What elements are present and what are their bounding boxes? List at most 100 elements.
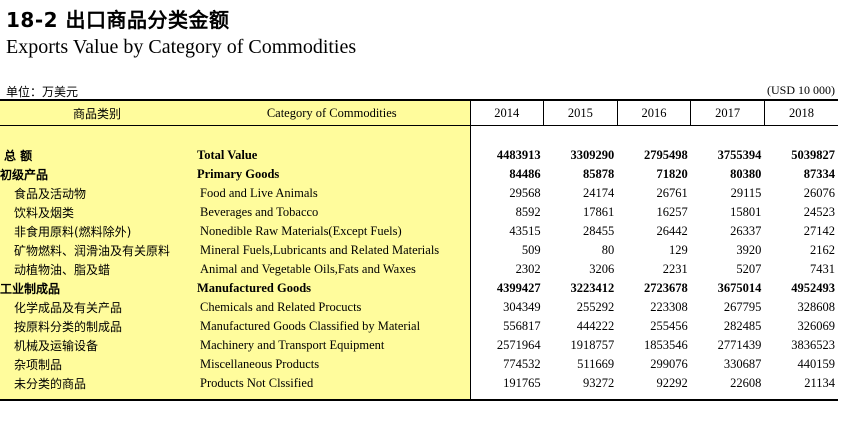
- value-cell: 22608: [730, 376, 762, 390]
- row-label-english: Food and Live Animals: [194, 184, 471, 203]
- table-row: 动植物油、脂及蜡 Animal and Vegetable Oils,Fats …: [0, 260, 838, 279]
- value-cell: 282485: [723, 319, 762, 333]
- row-label-english: Chemicals and Related Procucts: [194, 298, 471, 317]
- value-cell: 3223412: [570, 281, 615, 295]
- row-label-chinese: 杂项制品: [0, 355, 194, 374]
- value-cell: 2162: [810, 243, 835, 257]
- spacer-row: [0, 125, 838, 146]
- value-cell: 71820: [656, 167, 688, 181]
- value-cell: 24523: [803, 205, 835, 219]
- row-label-english: Nonedible Raw Materials(Except Fuels): [194, 222, 471, 241]
- value-cell: 26337: [730, 224, 762, 238]
- table-bottom-rule: [0, 393, 838, 401]
- table-row: 机械及运输设备 Machinery and Transport Equipmen…: [0, 336, 838, 355]
- row-label-english: Products Not Clssified: [194, 374, 471, 393]
- row-label-chinese: 矿物燃料、润滑油及有关原料: [0, 241, 194, 260]
- value-cell: 2302: [515, 262, 541, 276]
- row-label-chinese: 未分类的商品: [0, 374, 194, 393]
- value-cell: 1853546: [644, 338, 688, 352]
- value-cell: 93272: [582, 376, 615, 390]
- value-cell: 444222: [576, 319, 615, 333]
- value-cell: 5207: [736, 262, 762, 276]
- table-title-english: Exports Value by Category of Commodities: [6, 36, 357, 58]
- value-cell: 87334: [803, 167, 835, 181]
- value-cell: 3755394: [717, 148, 762, 162]
- value-cell: 328608: [797, 300, 836, 314]
- value-cell: 29115: [730, 186, 762, 200]
- value-cell: 304349: [503, 300, 541, 314]
- table-row: 矿物燃料、润滑油及有关原料 Mineral Fuels,Lubricants a…: [0, 241, 838, 260]
- value-cell: 26442: [656, 224, 688, 238]
- value-cell: 1918757: [570, 338, 615, 352]
- value-cell: 4483913: [496, 148, 541, 162]
- value-cell: 7431: [810, 262, 835, 276]
- table-title-chinese: 18-2 出口商品分类金额: [6, 8, 230, 32]
- value-cell: 80380: [730, 167, 762, 181]
- row-label-chinese: 食品及活动物: [0, 184, 194, 203]
- row-label-chinese: 总 额: [0, 146, 194, 165]
- value-cell: 326069: [797, 319, 836, 333]
- value-cell: 774532: [503, 357, 541, 371]
- value-cell: 330687: [723, 357, 762, 371]
- table-row: 非食用原料(燃料除外) Nonedible Raw Materials(Exce…: [0, 222, 838, 241]
- value-cell: 3309290: [570, 148, 615, 162]
- value-cell: 85878: [582, 167, 615, 181]
- table-row-manufactured-goods: 工业制成品 Manufactured Goods 4399427 3223412…: [0, 279, 838, 298]
- value-cell: 5039827: [791, 148, 835, 162]
- row-label-english: Total Value: [194, 146, 471, 165]
- value-cell: 267795: [723, 300, 762, 314]
- table-row-primary-goods: 初级产品 Primary Goods 84486 85878 71820 803…: [0, 165, 838, 184]
- table-row-total: 总 额 Total Value 4483913 3309290 2795498 …: [0, 146, 838, 165]
- value-cell: 21134: [804, 376, 835, 390]
- table-row: 饮料及烟类 Beverages and Tobacco 8592 17861 1…: [0, 203, 838, 222]
- value-cell: 2231: [662, 262, 688, 276]
- value-cell: 511669: [577, 357, 615, 371]
- value-cell: 2571964: [496, 338, 541, 352]
- row-label-english: Miscellaneous Products: [194, 355, 471, 374]
- row-label-english: Animal and Vegetable Oils,Fats and Waxes: [194, 260, 471, 279]
- unit-label-chinese: 单位：万美元: [6, 85, 79, 99]
- column-header-year: 2015: [543, 99, 618, 126]
- column-header-year: 2014: [469, 99, 544, 126]
- value-cell: 84486: [509, 167, 541, 181]
- row-label-english: Manufactured Goods Classified by Materia…: [194, 317, 471, 336]
- value-cell: 4399427: [496, 281, 541, 295]
- value-cell: 2795498: [644, 148, 688, 162]
- value-cell: 2771439: [717, 338, 762, 352]
- value-cell: 556817: [503, 319, 541, 333]
- value-cell: 191765: [503, 376, 541, 390]
- header-row: 商品类别 Category of Commodities 2014 2015 2…: [0, 99, 838, 126]
- value-cell: 4952493: [791, 281, 835, 295]
- column-header-category-chinese: 商品类别: [0, 99, 194, 126]
- value-cell: 223308: [650, 300, 688, 314]
- value-cell: 27142: [803, 224, 835, 238]
- value-cell: 255456: [650, 319, 688, 333]
- unit-label-english: (USD 10 000): [767, 83, 835, 97]
- row-label-english: Primary Goods: [194, 165, 471, 184]
- row-label-chinese: 工业制成品: [0, 279, 194, 298]
- table-row: 化学成品及有关产品 Chemicals and Related Procucts…: [0, 298, 838, 317]
- row-label-english: Beverages and Tobacco: [194, 203, 471, 222]
- row-label-english: Mineral Fuels,Lubricants and Related Mat…: [194, 241, 471, 260]
- value-cell: 3675014: [717, 281, 762, 295]
- value-cell: 2723678: [644, 281, 688, 295]
- value-cell: 26761: [656, 186, 688, 200]
- value-cell: 17861: [582, 205, 615, 219]
- value-cell: 92292: [656, 376, 688, 390]
- row-label-chinese: 动植物油、脂及蜡: [0, 260, 194, 279]
- value-cell: 440159: [797, 357, 836, 371]
- value-cell: 3206: [589, 262, 615, 276]
- column-header-year: 2017: [690, 99, 765, 126]
- value-cell: 29568: [509, 186, 541, 200]
- table-row: 按原料分类的制成品 Manufactured Goods Classified …: [0, 317, 838, 336]
- row-label-english: Manufactured Goods: [194, 279, 471, 298]
- value-cell: 3836523: [791, 338, 835, 352]
- value-cell: 509: [521, 243, 541, 257]
- table-row: 食品及活动物 Food and Live Animals 29568 24174…: [0, 184, 838, 203]
- value-cell: 43515: [509, 224, 541, 238]
- value-cell: 16257: [656, 205, 688, 219]
- value-cell: 24174: [582, 186, 615, 200]
- row-label-chinese: 机械及运输设备: [0, 336, 194, 355]
- table-row: 未分类的商品 Products Not Clssified 191765 932…: [0, 374, 838, 393]
- value-cell: 80: [601, 243, 615, 257]
